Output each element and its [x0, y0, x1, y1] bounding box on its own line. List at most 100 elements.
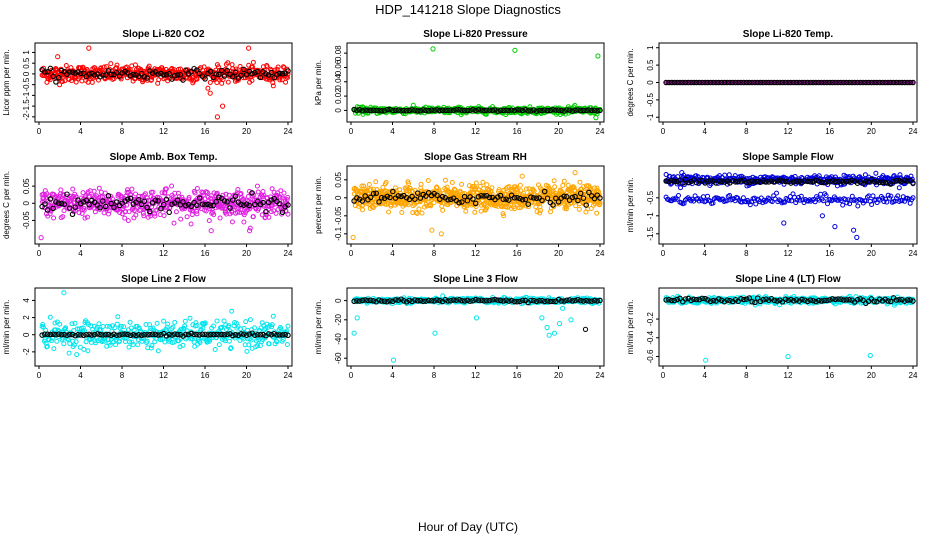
y-tick-label: -1.5 — [22, 99, 31, 113]
point-hourly — [575, 107, 581, 113]
y-tick-label: 0 — [334, 195, 343, 200]
point-hourly — [437, 107, 443, 114]
point-hourly — [461, 107, 468, 114]
point-sample — [184, 214, 190, 220]
x-tick-label: 20 — [554, 249, 563, 258]
point-outlier — [220, 103, 226, 109]
point-sample — [81, 205, 87, 211]
x-tick-label: 20 — [242, 249, 251, 258]
point-hourly — [511, 107, 518, 114]
point-hourly — [688, 79, 694, 86]
x-tick-label: 20 — [867, 249, 876, 258]
point-hourly — [362, 193, 368, 199]
point-sample — [418, 181, 424, 187]
point-sample — [61, 208, 67, 214]
point-sample — [141, 213, 147, 219]
point-hourly — [702, 79, 708, 86]
point-sample — [235, 77, 241, 83]
point-sample — [534, 111, 539, 117]
point-hourly — [807, 79, 814, 86]
point-outlier — [781, 220, 787, 226]
point-sample — [678, 185, 683, 191]
point-hourly — [127, 195, 134, 202]
point-outlier — [438, 231, 444, 237]
point-sample — [361, 183, 367, 189]
point-sample — [537, 210, 543, 216]
y-tick-label: 0 — [22, 71, 31, 76]
point-hourly — [136, 197, 142, 203]
point-hourly — [359, 107, 366, 114]
point-hourly — [384, 106, 391, 113]
point-sample — [393, 185, 398, 191]
point-hourly — [774, 79, 780, 86]
point-hourly — [213, 71, 219, 77]
point-sample — [261, 192, 267, 198]
y-tick-label: 4 — [22, 298, 31, 303]
point-hourly — [149, 200, 156, 206]
point-sample — [270, 80, 276, 86]
point-hourly — [72, 70, 79, 76]
point-hourly — [224, 199, 230, 205]
panel-ylabel: kPa per min. — [314, 60, 323, 105]
point-hourly — [194, 67, 200, 73]
point-hourly — [354, 107, 360, 113]
point-sample — [404, 200, 410, 206]
point-hourly — [91, 199, 98, 206]
y-tick-label: -0.05 — [22, 211, 31, 230]
point-sample — [463, 208, 469, 214]
panel-ylabel: ml/min per min. — [626, 178, 635, 233]
point-hourly — [390, 188, 396, 195]
point-hourly — [572, 193, 578, 200]
point-sample — [250, 59, 256, 65]
point-hourly — [271, 74, 277, 81]
point-sample — [54, 194, 60, 200]
x-tick-label: 16 — [825, 249, 834, 258]
point-outlier — [519, 173, 525, 179]
point-sample — [425, 178, 431, 183]
point-hourly — [171, 200, 178, 206]
point-sample — [359, 183, 365, 189]
point-hourly — [166, 71, 172, 77]
point-sample — [459, 181, 465, 187]
point-hourly — [511, 195, 518, 201]
point-sample — [212, 347, 218, 352]
point-hourly — [472, 107, 479, 114]
point-hourly — [102, 72, 109, 78]
x-tick-label: 24 — [596, 249, 605, 258]
y-tick-label: -0.1 — [334, 226, 343, 240]
point-hourly — [707, 79, 714, 86]
point-hourly — [141, 74, 148, 80]
point-hourly — [779, 79, 786, 86]
point-hourly — [392, 107, 399, 114]
point-sample — [63, 63, 69, 68]
point-sample — [517, 182, 523, 188]
point-sample — [473, 180, 479, 186]
point-sample — [51, 346, 57, 352]
point-hourly — [50, 73, 56, 80]
point-sample — [256, 206, 262, 212]
point-sample — [281, 190, 287, 196]
point-sample — [131, 208, 137, 213]
point-hourly — [188, 203, 195, 210]
point-outlier — [854, 234, 860, 240]
point-sample — [229, 62, 235, 68]
x-tick-label: 0 — [37, 249, 42, 258]
point-outlier — [246, 45, 252, 51]
point-hourly — [152, 197, 159, 203]
point-hourly — [544, 195, 551, 201]
point-sample — [229, 308, 235, 314]
x-tick-label: 16 — [513, 249, 522, 258]
point-hourly — [202, 76, 208, 82]
point-sample — [285, 71, 291, 77]
point-hourly — [561, 193, 567, 200]
x-tick-label: 0 — [349, 249, 354, 258]
x-tick-label: 12 — [471, 249, 480, 258]
point-hourly — [80, 199, 87, 205]
point-hourly — [732, 79, 739, 86]
point-sample — [182, 318, 188, 324]
point-sample — [108, 61, 114, 67]
point-sample — [223, 191, 229, 197]
point-hourly — [459, 107, 465, 114]
point-sample — [101, 210, 107, 216]
point-hourly — [572, 107, 578, 114]
